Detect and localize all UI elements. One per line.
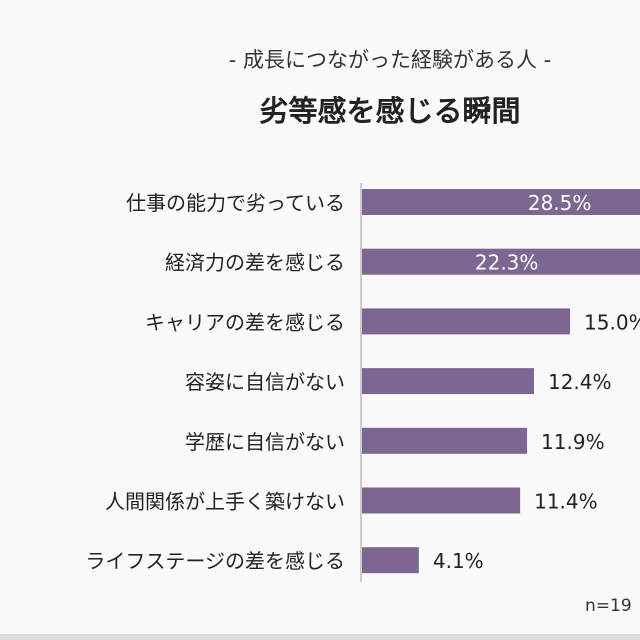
chart-title: 劣等感を感じる瞬間 <box>259 94 521 128</box>
data-label: 15.0% <box>584 310 640 334</box>
category-label: 学歴に自信がない <box>185 430 345 454</box>
chart-subtitle: - 成長につながった経験がある人 - <box>228 48 552 72</box>
bar <box>362 487 521 514</box>
bottom-edge <box>0 634 640 640</box>
data-label: 4.1% <box>433 549 484 573</box>
category-label: 仕事の能力で劣っている <box>126 191 345 215</box>
bar <box>362 427 528 454</box>
data-label: 11.4% <box>534 490 598 514</box>
category-label: 人間関係が上手く築けない <box>105 490 345 514</box>
sample-size-note: n=19 <box>585 596 632 616</box>
bar <box>362 189 640 215</box>
category-label: ライフステージの差を感じる <box>85 549 345 573</box>
bar <box>362 248 640 275</box>
bar <box>362 368 534 395</box>
bar <box>362 547 419 574</box>
category-label: キャリアの差を感じる <box>145 310 345 334</box>
data-label: 11.9% <box>541 430 605 454</box>
category-label: 経済力の差を感じる <box>165 251 345 275</box>
data-label: 12.4% <box>548 370 612 394</box>
bar <box>362 308 571 335</box>
data-label: 28.5% <box>528 191 592 215</box>
data-label: 22.3% <box>475 251 539 275</box>
category-label: 容姿に自信がない <box>185 370 345 394</box>
